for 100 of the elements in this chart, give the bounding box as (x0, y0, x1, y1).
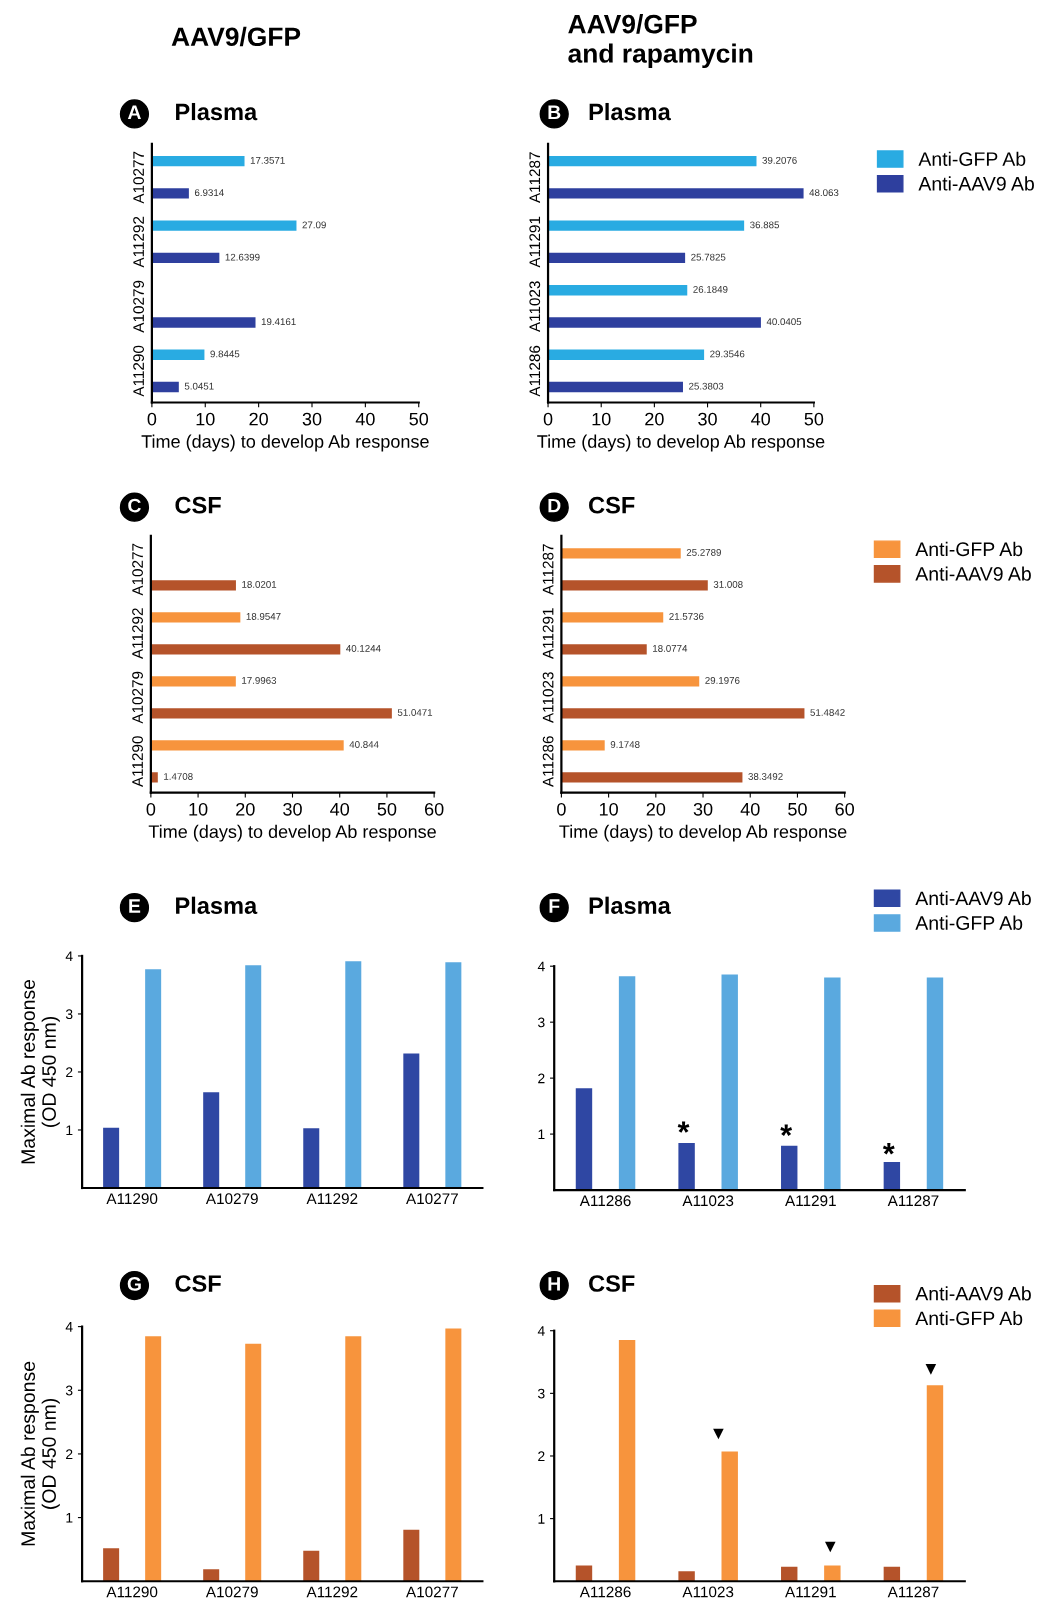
bar (561, 772, 743, 783)
chart-title: CSF (589, 496, 635, 514)
x-tick-label: A10279 (205, 1586, 258, 1598)
bar (548, 317, 761, 328)
x-tick-label: 10 (196, 412, 215, 426)
bar (150, 644, 341, 655)
x-tick-label: 10 (189, 802, 208, 816)
x-tick-label: A11023 (682, 1195, 734, 1207)
text: AAV9/GFP (171, 26, 301, 47)
bar (345, 1336, 362, 1582)
x-tick-label: 40 (355, 412, 375, 426)
text: B (548, 105, 561, 119)
x-tick-label: 30 (283, 802, 302, 816)
x-tick-label: 0 (147, 412, 157, 426)
x-tick-label: 60 (425, 802, 444, 816)
bar (721, 974, 738, 1191)
bar (561, 644, 647, 655)
annotation: * (882, 1143, 895, 1155)
data-label: 18.9547 (246, 613, 281, 620)
y-tick-label: A10279 (132, 671, 143, 724)
data-label: 29.3546 (710, 350, 745, 358)
x-tick-label: 10 (592, 412, 611, 426)
x-axis-title: Time (days) to develop Ab response (141, 434, 429, 452)
bar (145, 1336, 162, 1582)
y-tick-label: 4 (537, 1326, 545, 1336)
data-label: 17.9963 (242, 677, 277, 684)
y-axis-title: Maximal Ab response (OD 450 nm) (20, 979, 60, 1164)
bar (150, 612, 241, 623)
x-tick-label: A11292 (306, 1586, 358, 1598)
x-tick-label: 0 (557, 802, 566, 816)
y-tick-label: 2 (538, 1073, 545, 1084)
bar (150, 676, 236, 687)
annotation: ▼ (925, 1364, 937, 1375)
y-tick-label: A11287 (529, 152, 541, 204)
bar (203, 1569, 220, 1582)
annotation: ▼ (713, 1428, 724, 1440)
bar (561, 612, 664, 623)
data-label: 25.3803 (689, 382, 724, 390)
annotation: ▼ (825, 1541, 836, 1553)
chart-title: Plasma (589, 102, 671, 121)
y-tick-label: A11291 (529, 216, 541, 268)
bar (303, 1128, 320, 1188)
data-label: 40.0405 (766, 318, 802, 326)
data-label: 9.8445 (210, 350, 240, 358)
x-tick-label: 20 (646, 802, 666, 816)
text: H (548, 1277, 560, 1291)
y-tick-label: 4 (537, 961, 545, 972)
bar (150, 580, 236, 591)
annotation: * (677, 1121, 690, 1133)
text: E (129, 899, 141, 913)
y-axis-title: Maximal Ab response (OD 450 nm) (20, 1361, 60, 1546)
x-axis-title: Time (days) to develop Ab response (559, 824, 847, 842)
x-tick-label: A11023 (682, 1586, 734, 1598)
bar (618, 1340, 636, 1582)
data-label: 19.4161 (261, 318, 296, 326)
bar (245, 1343, 262, 1582)
bar (151, 317, 256, 328)
data-label: 40.844 (349, 741, 379, 748)
x-tick-label: A11286 (579, 1586, 631, 1598)
bar (678, 1571, 695, 1582)
bar (151, 381, 179, 393)
x-tick-label: A11291 (785, 1195, 836, 1207)
y-tick-label: 3 (65, 1385, 73, 1396)
bar (445, 962, 462, 1188)
y-tick-label: 4 (65, 951, 73, 961)
data-label: 39.2076 (762, 156, 797, 164)
x-axis-title: Time (days) to develop Ab response (148, 824, 436, 842)
x-tick-label: 50 (377, 802, 397, 816)
y-tick-label: 2 (66, 1067, 73, 1077)
legend-label: Anti-GFP Ab (915, 1310, 1023, 1326)
y-tick-label: A11292 (132, 608, 143, 660)
x-tick-label: A11287 (887, 1586, 939, 1598)
text: G (127, 1276, 141, 1291)
data-label: 27.09 (302, 221, 326, 229)
x-tick-label: A11292 (306, 1193, 358, 1205)
bar (303, 1550, 320, 1582)
bar (151, 188, 189, 199)
text: A (127, 105, 141, 119)
y-tick-label: A11287 (542, 544, 554, 596)
y-tick-label: 1 (538, 1514, 545, 1524)
y-tick-label: 2 (66, 1449, 73, 1459)
bar (151, 156, 245, 167)
x-tick-label: 0 (543, 412, 553, 426)
y-tick-label: 1 (538, 1129, 545, 1140)
x-tick-label: A11291 (785, 1586, 836, 1598)
x-tick-label: 40 (740, 802, 760, 816)
y-tick-label: 1 (66, 1125, 73, 1136)
y-tick-label: 4 (65, 1322, 73, 1332)
text: AAV9/GFP and rapamycin (568, 14, 753, 69)
text: F (549, 899, 560, 913)
bar (618, 976, 636, 1191)
bar (403, 1529, 420, 1582)
bar (151, 220, 297, 231)
chart-title: CSF (589, 1275, 635, 1292)
data-label: 9.1748 (610, 741, 640, 748)
bar (103, 1548, 120, 1582)
y-tick-label: 3 (537, 1388, 545, 1399)
data-label: 51.0471 (397, 709, 433, 716)
legend-label: Anti-AAV9 Ab (915, 1286, 1031, 1301)
bar (561, 580, 708, 591)
